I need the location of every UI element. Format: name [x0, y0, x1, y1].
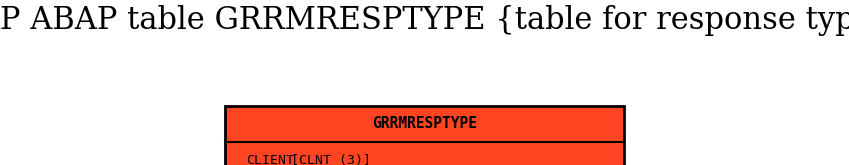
Text: [CLNT (3)]: [CLNT (3)]	[283, 154, 371, 165]
Text: CLIENT: CLIENT	[246, 154, 295, 165]
Bar	[225, 106, 624, 165]
Text: SAP ABAP table GRRMRESPTYPE {table for response type}: SAP ABAP table GRRMRESPTYPE {table for r…	[0, 5, 849, 36]
Text: GRRMRESPTYPE: GRRMRESPTYPE	[372, 116, 477, 131]
